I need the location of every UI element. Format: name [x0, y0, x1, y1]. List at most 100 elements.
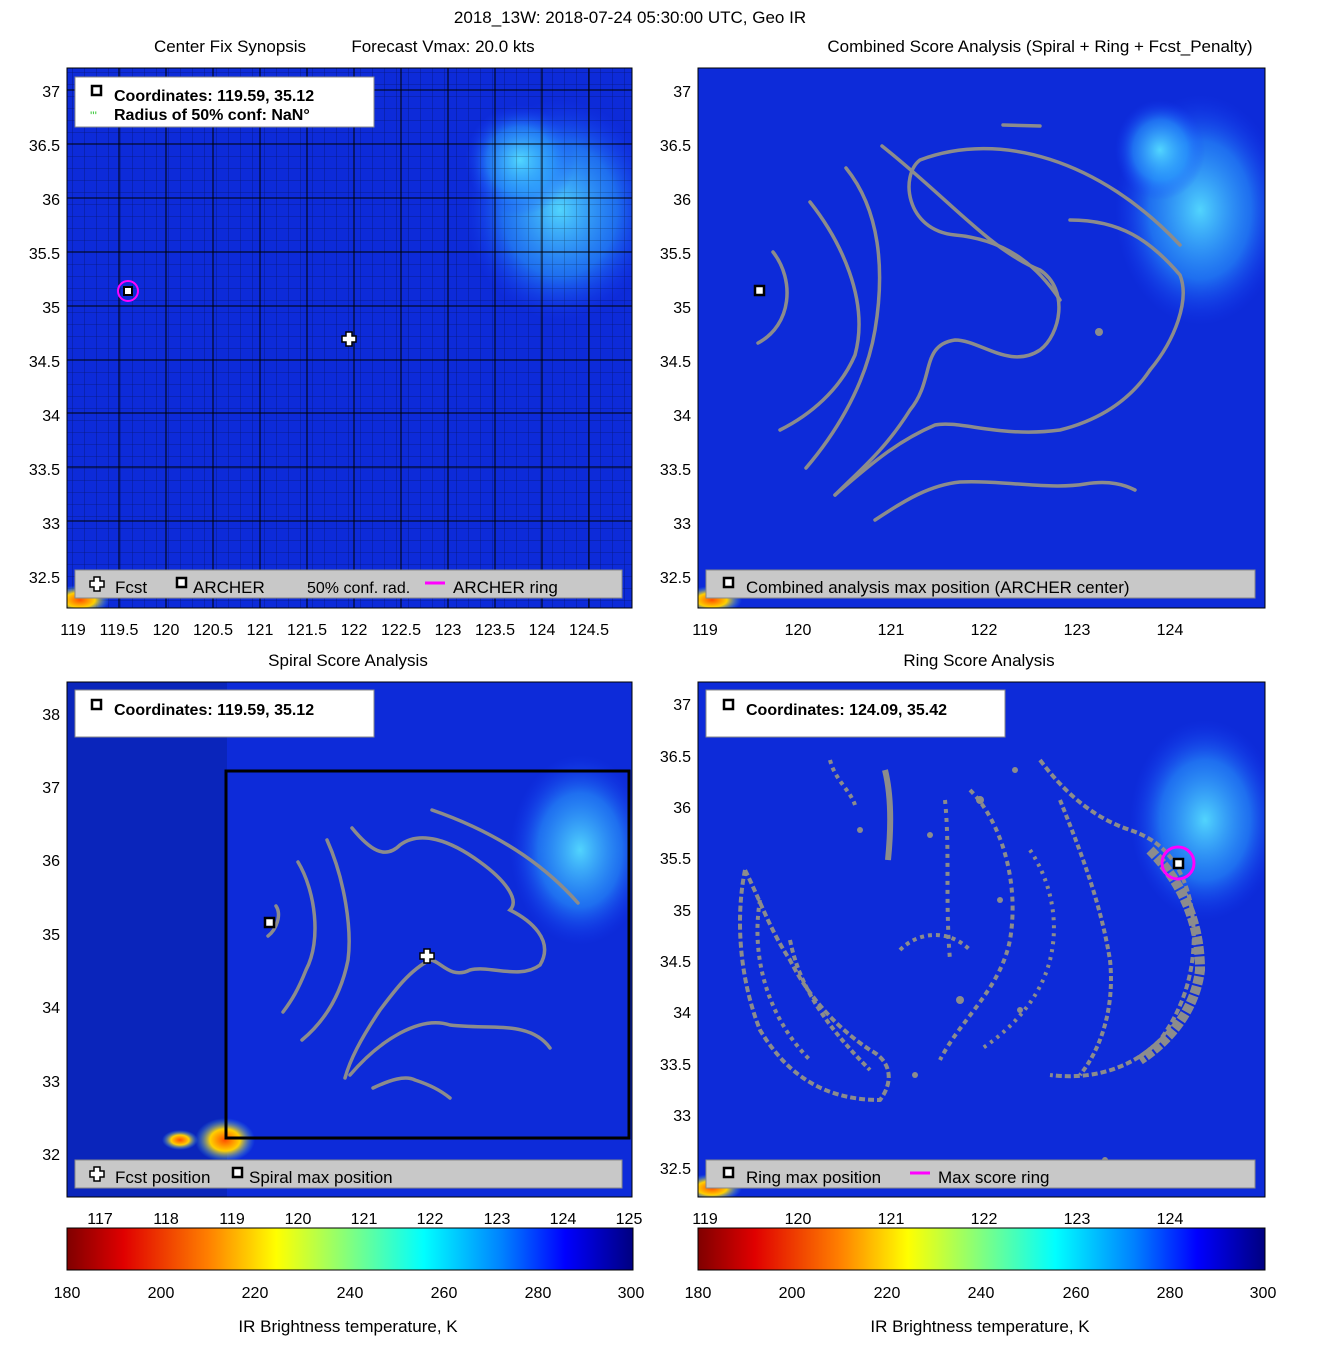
legend-ring-max-icon	[722, 1166, 735, 1179]
x-tick: 117	[87, 1211, 113, 1228]
spiral-cold-region	[67, 682, 227, 1197]
x-tick: 124	[1157, 622, 1184, 639]
y-tick: 38	[42, 707, 60, 724]
archer-marker	[123, 286, 133, 296]
legend-spiral-icon	[231, 1166, 244, 1179]
y-tick: 37	[42, 84, 60, 101]
y-tick: 33	[673, 1108, 691, 1125]
spiral-contours	[756, 123, 1185, 522]
forecast-vmax-label: Forecast Vmax: 20.0 kts	[351, 37, 534, 56]
y-tick: 32.5	[29, 570, 60, 587]
y-tick: 33.5	[660, 1057, 691, 1074]
x-tick: 119.5	[100, 622, 139, 639]
spiral-frame	[66, 681, 633, 1198]
colorbar-left: 180 200 220 240 260 280 300 IR Brightnes…	[54, 1227, 644, 1336]
y-tick: 33	[42, 1074, 60, 1091]
combined-score-title: Combined Score Analysis (Spiral + Ring +…	[827, 37, 1252, 56]
x-tick: 121.5	[287, 622, 327, 639]
conf-dots-icon: '''	[90, 109, 97, 123]
ring-coordinates: Coordinates: 124.09, 35.42	[746, 702, 947, 719]
legend-conf: 50% conf. rad.	[307, 580, 410, 597]
x-tick: 121	[351, 1211, 378, 1228]
x-tick: 123	[484, 1211, 511, 1228]
archer-ring	[117, 280, 139, 302]
center-fix-info-box	[74, 76, 375, 128]
x-tick: 121	[878, 1211, 905, 1228]
y-tick: 33.5	[29, 462, 60, 479]
ring-scatter-dots	[857, 767, 1108, 1163]
figure-title: 2018_13W: 2018-07-24 05:30:00 UTC, Geo I…	[454, 8, 806, 27]
x-tick: 122	[417, 1211, 444, 1228]
y-tick: 35	[673, 903, 691, 920]
colorbar-right-gradient	[697, 1227, 1266, 1271]
colorbar-right: 180 200 220 240 260 280 300 IR Brightnes…	[685, 1227, 1277, 1336]
y-tick: 36.5	[660, 749, 691, 766]
x-tick: 119	[692, 1211, 718, 1228]
legend-combined-max: Combined analysis max position (ARCHER c…	[746, 578, 1130, 597]
combined-legend	[705, 569, 1256, 599]
cbar-tick: 260	[1063, 1285, 1090, 1302]
x-tick: 121	[878, 622, 905, 639]
cbar-tick: 280	[525, 1285, 552, 1302]
y-tick: 34	[673, 1005, 691, 1022]
ring-max-marker	[1172, 857, 1185, 870]
lat-lon-lines	[67, 68, 632, 608]
x-tick: 120.5	[193, 622, 233, 639]
x-tick: 120	[285, 1211, 312, 1228]
x-tick: 123	[1064, 1211, 1091, 1228]
x-tick: 125	[616, 1211, 643, 1228]
cbar-tick: 180	[54, 1285, 81, 1302]
combined-frame	[697, 67, 1266, 609]
archer-square-icon	[90, 84, 103, 97]
legend-fcst-cross-icon	[89, 1166, 105, 1182]
spiral-cloud	[510, 755, 632, 945]
y-tick: 34	[42, 1000, 60, 1017]
x-tick: 123.5	[475, 622, 515, 639]
y-tick: 35.5	[660, 851, 691, 868]
x-tick: 119	[60, 622, 86, 639]
y-tick: 36	[42, 853, 60, 870]
x-tick: 122.5	[381, 622, 421, 639]
cbar-tick: 300	[1250, 1285, 1277, 1302]
spiral-xticks: 117 118 119 120 121 122 123 124 125	[87, 1211, 642, 1228]
cbar-tick: 260	[431, 1285, 458, 1302]
legend-fcst-position: Fcst position	[115, 1168, 210, 1187]
x-tick: 121	[247, 622, 274, 639]
y-tick: 35.5	[29, 246, 60, 263]
x-tick: 119	[692, 622, 718, 639]
y-tick: 37	[673, 697, 691, 714]
y-tick: 35	[42, 927, 60, 944]
spiral-coordinates: Coordinates: 119.59, 35.12	[114, 702, 314, 719]
combined-max-marker	[753, 284, 766, 297]
ring-square-icon	[722, 698, 735, 711]
x-tick: 124	[550, 1211, 577, 1228]
x-tick: 122	[971, 1211, 998, 1228]
x-tick: 120	[785, 622, 812, 639]
y-tick: 36	[673, 800, 691, 817]
spiral-max-marker	[263, 916, 276, 929]
legend-ring-max: Ring max position	[746, 1168, 881, 1187]
cbar-tick: 220	[242, 1285, 269, 1302]
spiral-info-box	[74, 689, 375, 738]
spiral-search-box	[224, 769, 631, 1140]
ring-xticks: 119 120 121 122 123 124	[692, 1211, 1183, 1228]
legend-spiral-max: Spiral max position	[249, 1168, 393, 1187]
y-tick: 34.5	[29, 354, 60, 371]
center-fix-yticks: 32.5 33 33.5 34 34.5 35 35.5 36 36.5 37	[29, 84, 60, 587]
y-tick: 35.5	[660, 246, 691, 263]
conf-radius-label: Radius of 50% conf: NaN°	[114, 107, 310, 124]
center-fix-legend	[74, 569, 623, 599]
cbar-tick: 220	[874, 1285, 901, 1302]
colorbar-left-label: IR Brightness temperature, K	[238, 1317, 458, 1336]
center-fix-xticks: 119 119.5 120 120.5 121 121.5 122 122.5 …	[60, 622, 609, 639]
y-tick: 36	[673, 192, 691, 209]
y-tick: 36	[42, 192, 60, 209]
combined-xticks: 119 120 121 122 123 124	[692, 622, 1183, 639]
legend-archer-icon	[175, 576, 188, 589]
legend-fcst: Fcst	[115, 578, 147, 597]
x-tick: 122	[341, 622, 368, 639]
y-tick: 33.5	[660, 462, 691, 479]
contour-dot	[1095, 328, 1103, 336]
y-tick: 34.5	[660, 354, 691, 371]
